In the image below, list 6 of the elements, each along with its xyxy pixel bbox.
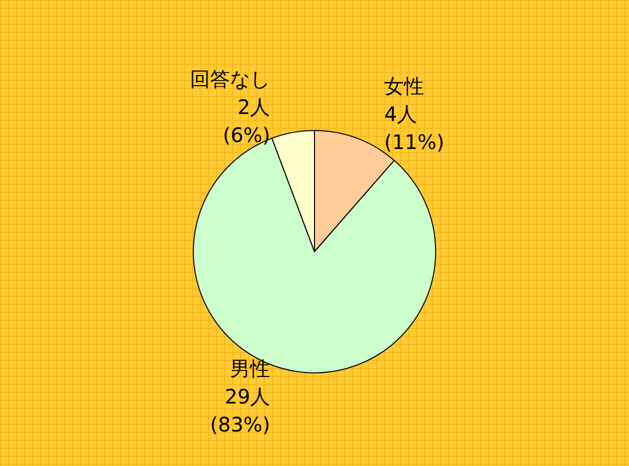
- data-label: 2人 (6%): [222, 94, 270, 147]
- data-label: 4人 (11%): [384, 102, 444, 154]
- slice-label: 回答なし: [190, 66, 270, 91]
- slice-label: 男性: [230, 356, 270, 380]
- data-label: 29人 (83%): [210, 384, 270, 436]
- slice-label: 女性: [384, 74, 424, 98]
